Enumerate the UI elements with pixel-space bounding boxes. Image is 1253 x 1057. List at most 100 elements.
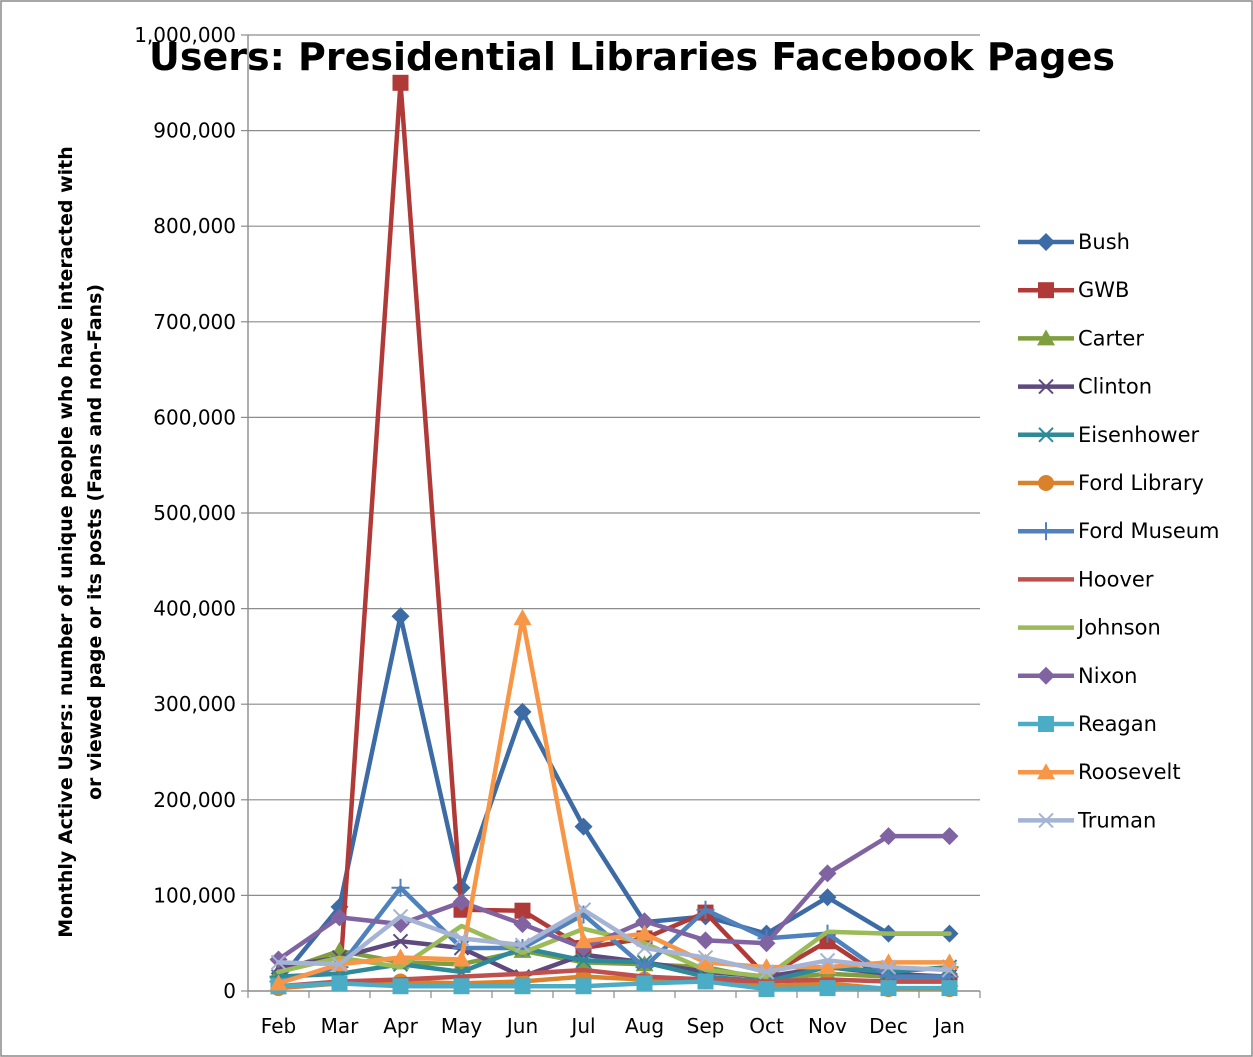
data-point-bush (818, 888, 837, 907)
data-point-reagan (392, 978, 409, 995)
legend-label: Ford Museum (1078, 519, 1220, 543)
data-point-ford-museum (391, 878, 410, 897)
legend-label: Nixon (1078, 664, 1137, 688)
legend-label: Truman (1077, 808, 1156, 832)
y-tick-label: 800,000 (153, 214, 236, 238)
series-hoover (276, 967, 952, 989)
y-axis-label-line-1: Monthly Active Users: number of unique p… (55, 146, 77, 937)
data-point-reagan (514, 978, 531, 995)
data-point-truman (514, 937, 531, 953)
data-point-bush (391, 607, 410, 626)
legend-swatch-marker (1038, 812, 1054, 829)
legend-item-johnson: Johnson (1018, 616, 1161, 640)
data-point-ford-museum (696, 900, 715, 919)
data-point-truman (941, 962, 958, 978)
x-tick-label: Jan (932, 1014, 965, 1038)
y-tick-label: 200,000 (153, 788, 236, 812)
data-point-reagan (941, 980, 958, 997)
data-point-roosevelt (696, 953, 715, 970)
series-line-reagan (276, 979, 952, 992)
y-tick-label: 300,000 (153, 692, 236, 716)
series-line-bush (276, 613, 952, 984)
legend-label: Hoover (1078, 567, 1154, 591)
data-point-roosevelt (513, 609, 532, 626)
y-tick-label: 700,000 (153, 310, 236, 334)
data-point-reagan (636, 975, 653, 992)
data-point-truman (575, 902, 592, 918)
data-point-johnson (521, 951, 525, 955)
data-point-reagan (453, 978, 470, 995)
data-point-eisenhower (574, 952, 593, 969)
legend-item-truman: Truman (1018, 808, 1156, 832)
legend-swatch-marker (1038, 475, 1054, 491)
legend-label: Eisenhower (1078, 423, 1200, 447)
y-tick-label: 400,000 (153, 597, 236, 621)
legend-label: Bush (1078, 230, 1130, 254)
data-point-hoover (521, 972, 525, 976)
legend-item-eisenhower: Eisenhower (1018, 423, 1200, 447)
legend-swatch-marker (1037, 233, 1055, 251)
legend-swatch-marker (1037, 427, 1055, 443)
data-point-johnson (399, 965, 403, 969)
x-tick-label: Dec (869, 1014, 908, 1038)
legend-swatch-marker (1038, 282, 1054, 299)
data-point-roosevelt (635, 924, 654, 941)
data-point-gwb (392, 74, 409, 91)
y-tick-label: 900,000 (153, 119, 236, 143)
data-point-reagan (880, 980, 897, 997)
gridlines (248, 34, 980, 897)
legend-item-nixon: Nixon (1018, 664, 1137, 688)
legend-item-carter: Carter (1018, 326, 1144, 350)
legend-item-roosevelt: Roosevelt (1018, 760, 1181, 784)
chart-title: Users: Presidential Libraries Facebook P… (149, 35, 1115, 79)
legend-item-ford-museum: Ford Museum (1018, 519, 1220, 543)
data-point-johnson (948, 932, 952, 936)
data-point-hoover (582, 968, 586, 972)
legend-swatch-marker (1038, 716, 1054, 732)
legend-label: Johnson (1076, 616, 1161, 640)
data-point-ford-museum (635, 958, 654, 977)
x-tick-label: Jul (569, 1014, 595, 1038)
x-axis-ticks: Feb Mar Apr May Jun Jul Aug Sep Oct Nov Dec Jan (247, 991, 981, 1038)
legend-swatch-marker (1037, 329, 1055, 346)
series-truman (270, 902, 958, 980)
x-tick-label: Apr (383, 1014, 418, 1038)
y-tick-label: 600,000 (153, 405, 236, 429)
y-tick-label: 100,000 (153, 883, 236, 907)
x-tick-label: Sep (687, 1014, 725, 1038)
legend-item-ford-library: Ford Library (1018, 471, 1204, 495)
data-point-truman (331, 956, 348, 972)
data-point-nixon (635, 912, 654, 931)
data-point-roosevelt (818, 958, 837, 975)
data-point-truman (697, 949, 714, 966)
series-roosevelt (269, 609, 959, 991)
data-point-roosevelt (391, 948, 410, 965)
data-point-johnson (887, 932, 891, 936)
data-point-bush (574, 817, 593, 836)
legend-item-bush: Bush (1018, 230, 1130, 254)
series-line-roosevelt (276, 615, 952, 986)
y-axis-label: Monthly Active Users: number of unique p… (55, 146, 106, 937)
data-point-roosevelt (452, 950, 471, 967)
data-point-nixon (452, 893, 471, 912)
data-point-reagan (697, 973, 714, 990)
data-point-truman (453, 930, 470, 947)
x-tick-label: Jun (505, 1014, 538, 1038)
data-point-truman (636, 940, 653, 956)
legend-label: GWB (1078, 278, 1129, 302)
legend-swatch-marker (1037, 763, 1055, 780)
series-layer (269, 74, 959, 998)
legend-item-clinton: Clinton (1018, 375, 1152, 399)
data-point-reagan (758, 981, 775, 998)
data-point-roosevelt (574, 932, 593, 949)
data-point-truman (392, 908, 409, 925)
data-point-nixon (513, 915, 532, 934)
data-point-truman (880, 959, 897, 975)
data-point-bush (513, 702, 532, 721)
data-point-roosevelt (269, 974, 288, 991)
legend-label: Clinton (1078, 375, 1152, 399)
y-tick-label: 1,000,000 (134, 23, 236, 47)
series-line-ford-museum (276, 885, 952, 984)
data-point-hoover (460, 975, 464, 979)
